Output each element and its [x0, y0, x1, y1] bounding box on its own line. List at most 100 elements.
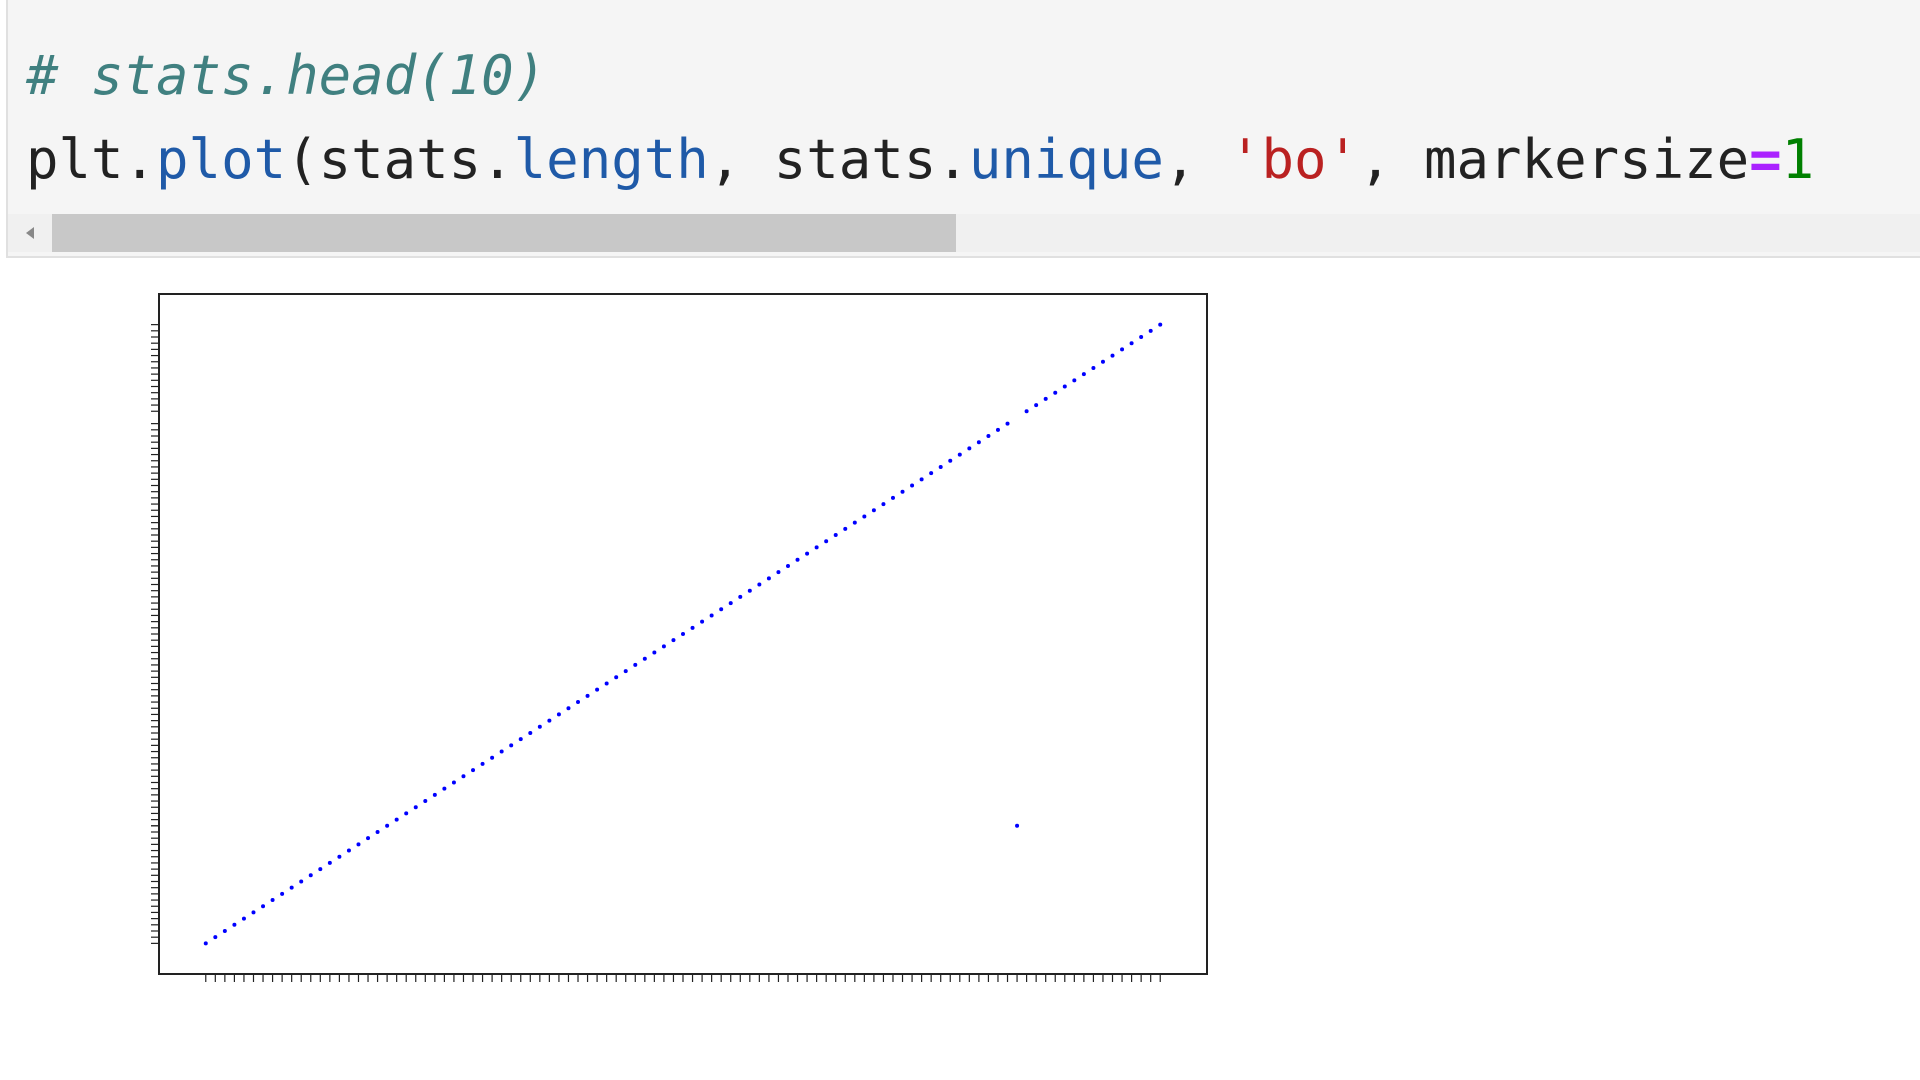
point [871, 508, 876, 513]
point [1015, 823, 1020, 828]
point [222, 928, 227, 933]
scroll-arrow[interactable] [26, 227, 34, 239]
point [1158, 322, 1163, 327]
code-token: unique [968, 128, 1164, 191]
point [814, 545, 819, 550]
point [738, 594, 743, 599]
point [375, 829, 380, 834]
point [652, 650, 657, 655]
point [719, 607, 724, 612]
point [499, 749, 504, 754]
point [576, 700, 581, 705]
point [1005, 421, 1010, 426]
point [394, 817, 399, 822]
point [910, 483, 915, 488]
code-token: , stats. [708, 128, 969, 191]
code-cell[interactable]: # stats.head(10) plt.plot(stats.length, … [6, 0, 1920, 258]
scroll-thumb[interactable] [52, 214, 956, 252]
code-token: = [1749, 128, 1782, 191]
point [1053, 390, 1058, 395]
point [900, 489, 905, 494]
point [318, 867, 323, 872]
code-token: plt. [26, 128, 157, 191]
point [967, 446, 972, 451]
point [213, 935, 218, 940]
point [1043, 396, 1048, 401]
point [785, 563, 790, 568]
point [671, 638, 676, 643]
point [805, 551, 810, 556]
point [957, 452, 962, 457]
chart [151, 293, 1208, 982]
point [1148, 328, 1153, 333]
point [919, 477, 924, 482]
point [289, 885, 294, 890]
point [442, 786, 447, 791]
point [461, 774, 466, 779]
point [1024, 409, 1029, 414]
point [432, 792, 437, 797]
point [681, 632, 685, 636]
point [595, 687, 600, 692]
point [404, 811, 409, 816]
point [986, 434, 991, 439]
point [766, 576, 771, 581]
point [261, 904, 266, 909]
point [709, 613, 714, 618]
point [833, 533, 838, 538]
point [1034, 403, 1039, 408]
point [385, 823, 390, 828]
point [1062, 384, 1067, 389]
point [270, 898, 275, 903]
point [881, 502, 886, 507]
point [451, 780, 456, 785]
code-token: 1 [1781, 128, 1815, 191]
point [518, 737, 523, 742]
point [795, 557, 800, 562]
point [690, 625, 695, 630]
point [556, 712, 561, 717]
point [547, 718, 552, 723]
point [948, 458, 953, 463]
code-token: plot [156, 128, 287, 191]
point [346, 848, 351, 853]
code-line: plt.plot(stats.length, stats.unique, 'bo… [26, 128, 1814, 191]
point [423, 799, 428, 804]
code-token: (stats. [286, 128, 514, 191]
point [929, 471, 934, 476]
point [480, 761, 485, 766]
code-token: , markersize [1359, 128, 1750, 191]
point [509, 743, 514, 748]
point [614, 675, 619, 680]
point [824, 539, 829, 544]
point [537, 724, 542, 729]
point [862, 514, 867, 519]
point [1100, 359, 1105, 364]
point [1120, 347, 1125, 352]
point [1110, 353, 1115, 358]
point [203, 941, 208, 946]
point [1139, 335, 1144, 340]
point [413, 805, 418, 810]
point [995, 427, 1000, 432]
point [747, 588, 752, 593]
point [471, 768, 476, 773]
point [623, 669, 628, 674]
point [528, 730, 533, 735]
point [661, 644, 666, 649]
point [241, 916, 246, 921]
scrollbar[interactable] [8, 214, 1920, 252]
point [728, 601, 733, 606]
point [852, 520, 857, 525]
point [1129, 341, 1134, 346]
point [366, 836, 371, 841]
point [308, 873, 313, 878]
code-token: length [513, 128, 709, 191]
point [757, 582, 762, 587]
point [843, 526, 848, 531]
code-token: 'bo' [1228, 128, 1359, 191]
point [1081, 372, 1086, 377]
point [633, 662, 638, 667]
point [585, 693, 590, 698]
